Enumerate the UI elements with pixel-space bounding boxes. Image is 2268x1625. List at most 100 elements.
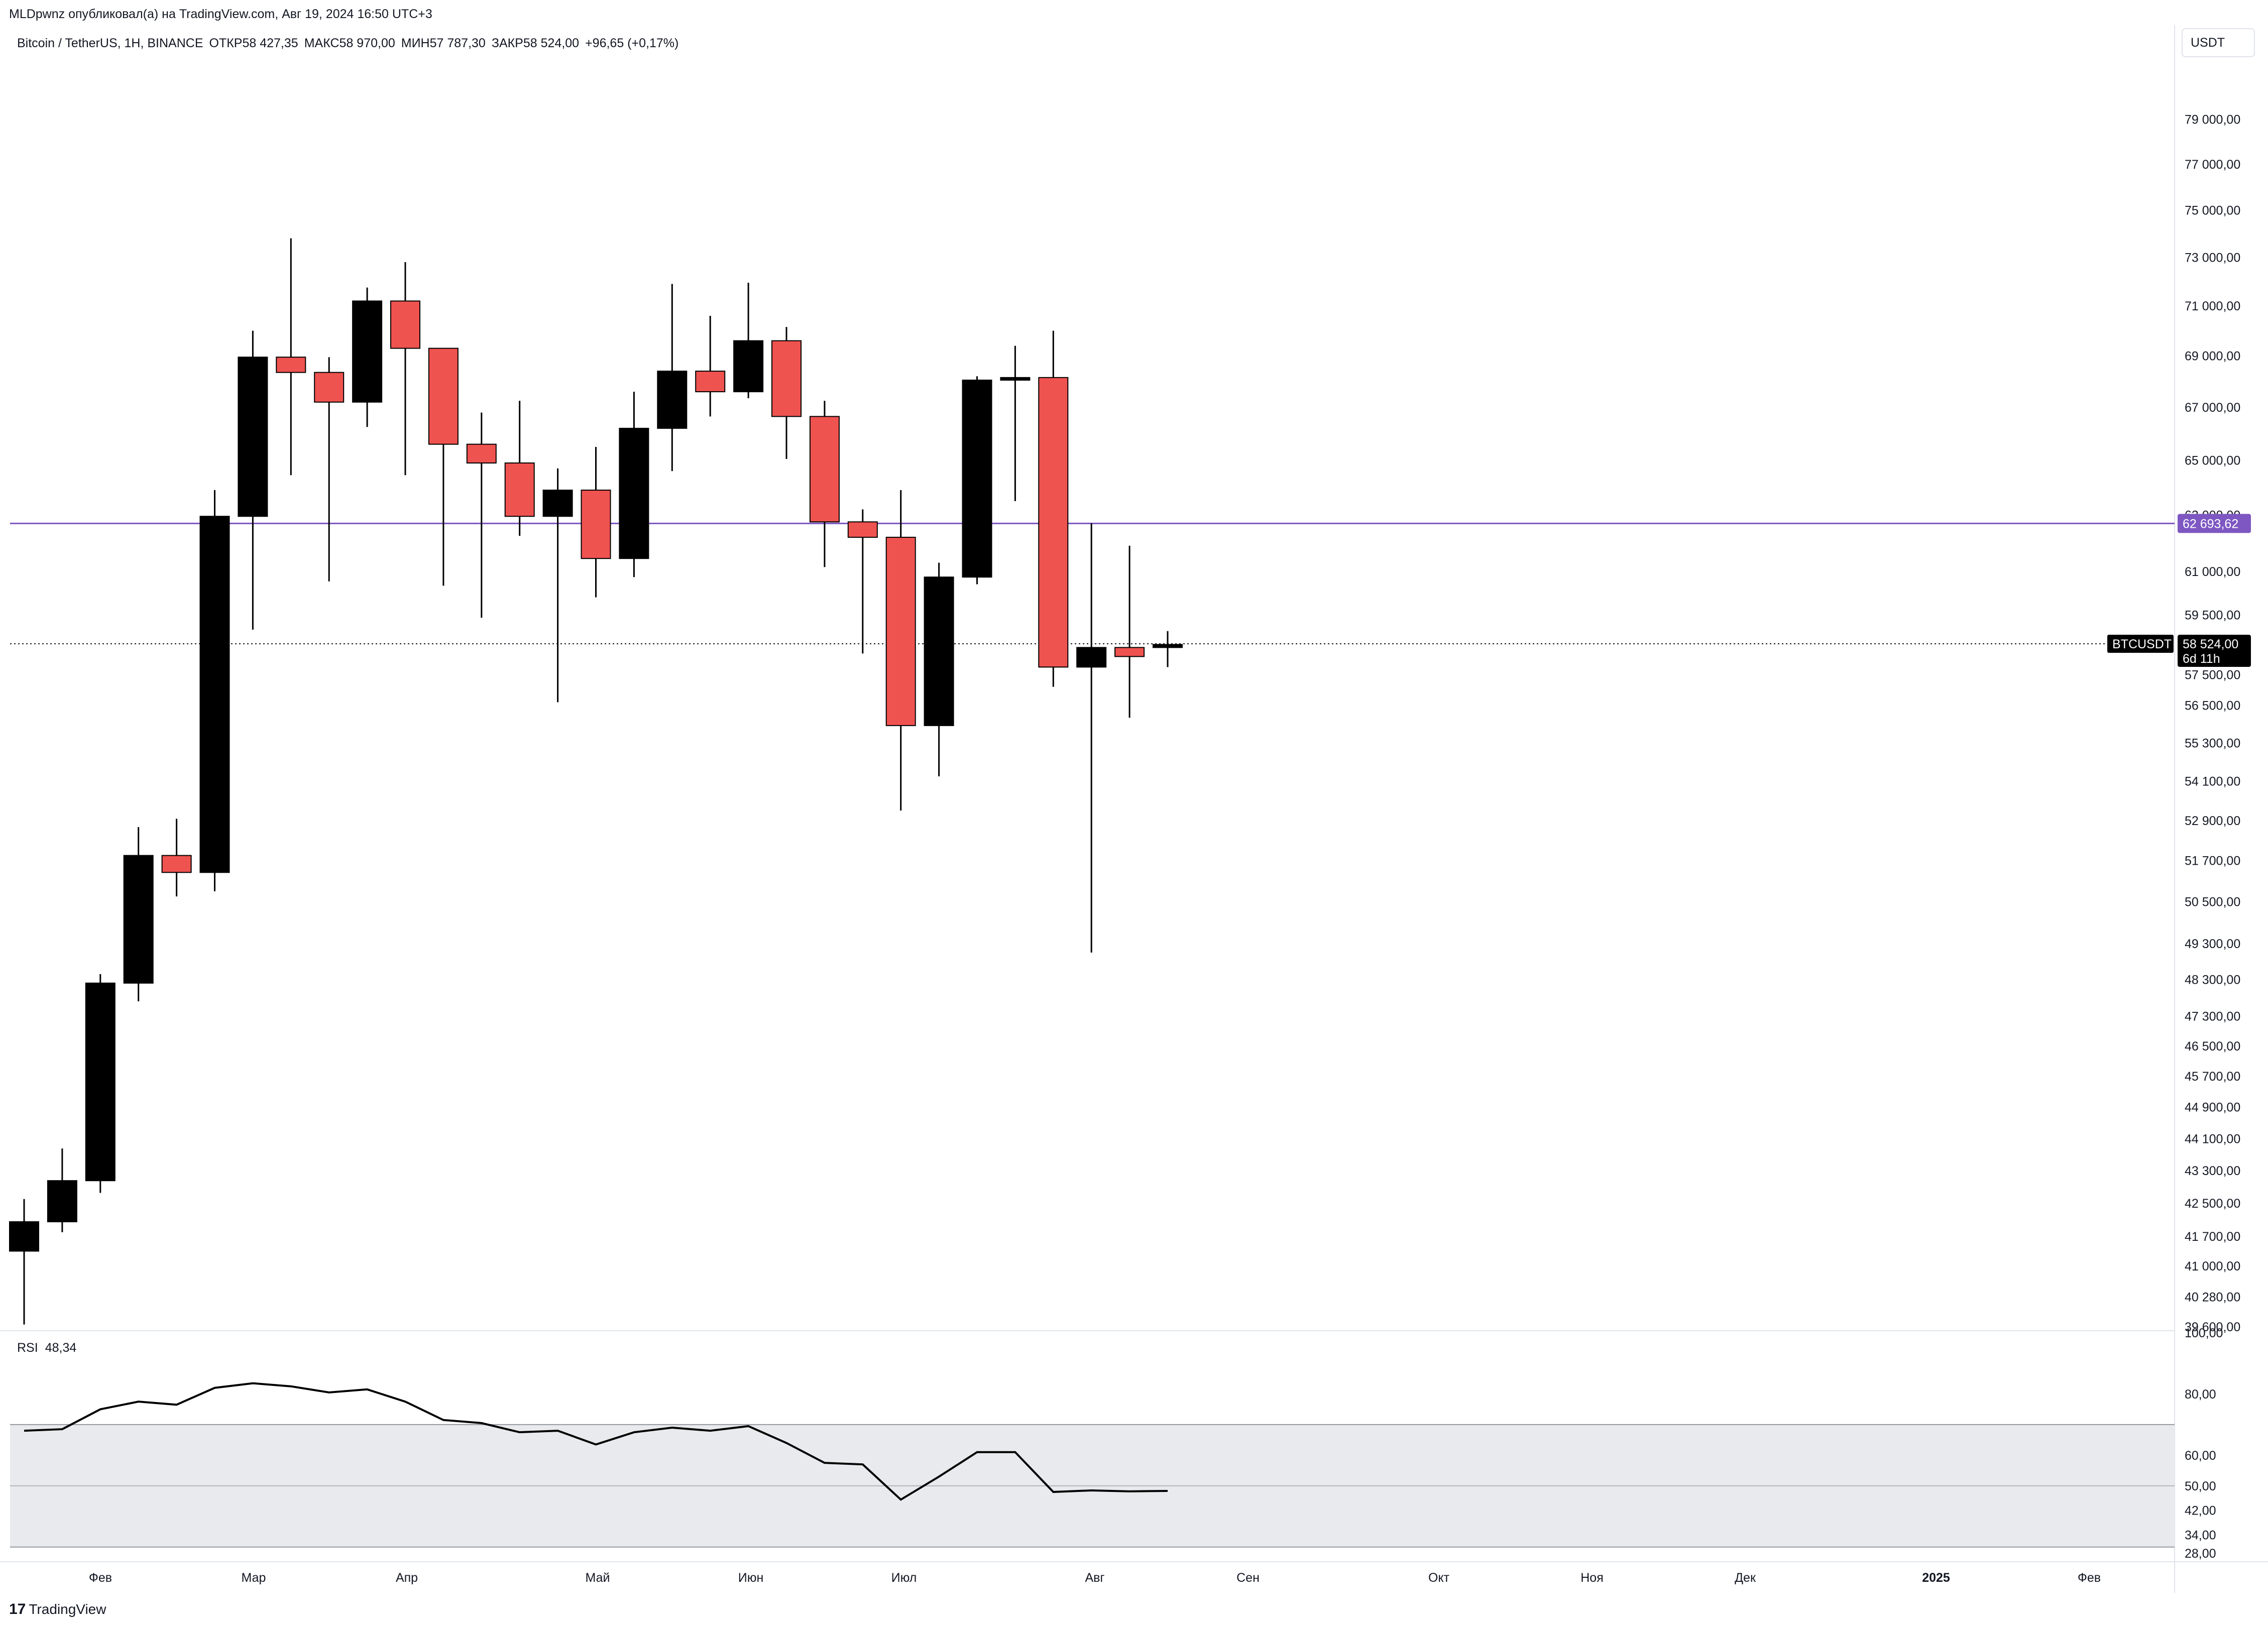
candle-body — [1000, 377, 1031, 381]
price-tick-label: 46 500,00 — [2185, 1039, 2240, 1054]
candle-body — [85, 982, 116, 1182]
rsi-tick-label: 80,00 — [2185, 1387, 2216, 1402]
candle-body — [123, 855, 154, 984]
time-tick-label: Дек — [1735, 1571, 1756, 1585]
currency-selector[interactable]: USDT — [2182, 28, 2255, 57]
price-tick-label: 41 000,00 — [2185, 1259, 2240, 1273]
last-price-pill — [2178, 635, 2251, 667]
candle — [466, 412, 497, 618]
ohlc-change: +96,65 (+0,17%) — [585, 36, 679, 50]
rsi-tick-label: 50,00 — [2185, 1479, 2216, 1493]
last-price-label: 58 524,00 — [2183, 637, 2238, 651]
candle — [314, 357, 345, 582]
candle-body — [619, 427, 649, 559]
ohlc-low: МИН57 787,30 — [401, 36, 486, 50]
price-tick-label: 50 500,00 — [2185, 895, 2240, 909]
time-tick-label: Ноя — [1580, 1571, 1604, 1585]
candle-body — [504, 462, 535, 517]
candle — [161, 819, 192, 897]
price-tick-label: 57 500,00 — [2185, 668, 2240, 682]
price-tick-label: 73 000,00 — [2185, 251, 2240, 265]
candle — [1114, 545, 1145, 718]
time-tick-label: Мар — [242, 1571, 266, 1585]
time-tick-label: Сен — [1236, 1571, 1260, 1585]
candle-body — [1038, 377, 1069, 668]
candle-body — [352, 300, 383, 403]
candle — [657, 284, 688, 472]
candle-body — [1076, 647, 1107, 668]
price-tick-label: 49 300,00 — [2185, 937, 2240, 951]
time-tick-label: Апр — [396, 1571, 418, 1585]
rsi-label[interactable]: RSI — [17, 1341, 38, 1355]
price-tick-label: 47 300,00 — [2185, 1009, 2240, 1023]
candle — [276, 238, 306, 476]
candle — [733, 282, 764, 398]
symbol-legend: Bitcoin / TetherUS, 1H, BINANCE ОТКР58 42… — [17, 36, 685, 51]
price-tick-label: 77 000,00 — [2185, 158, 2240, 172]
candle — [352, 287, 383, 427]
candle — [238, 330, 268, 630]
candle-body — [428, 347, 459, 445]
price-tick-label: 59 500,00 — [2185, 608, 2240, 622]
ohlc-close: ЗАКР58 524,00 — [491, 36, 580, 50]
price-tick-label: 42 500,00 — [2185, 1197, 2240, 1211]
price-tick-label: 39 600,00 — [2185, 1320, 2240, 1334]
time-tick-label: Окт — [1428, 1571, 1450, 1585]
candle — [390, 262, 420, 476]
candle — [771, 327, 802, 459]
candle — [1038, 330, 1069, 687]
candle — [1000, 345, 1031, 501]
candle — [695, 315, 726, 417]
candle-body — [771, 340, 802, 417]
candle — [428, 347, 459, 586]
candle-body — [733, 340, 764, 393]
candle-body — [1114, 647, 1145, 657]
price-tick-label: 71 000,00 — [2185, 299, 2240, 313]
price-tick-label: 55 300,00 — [2185, 736, 2240, 750]
time-tick-label: Май — [586, 1571, 610, 1585]
tradingview-logo-text: TradingView — [29, 1601, 106, 1617]
candle — [9, 1199, 39, 1325]
ohlc-open: ОТКР58 427,35 — [209, 36, 298, 50]
time-tick-label: 2025 — [1922, 1571, 1950, 1585]
candle-body — [47, 1180, 77, 1222]
countdown-label: 6d 11h — [2183, 652, 2220, 666]
symbol-pill-label: BTCUSDT — [2112, 637, 2172, 651]
time-tick-label: Авг — [1085, 1571, 1104, 1585]
rsi-line — [24, 1382, 1168, 1501]
candle — [847, 509, 878, 654]
price-tick-label: 65 000,00 — [2185, 454, 2240, 468]
candle-body — [9, 1221, 39, 1252]
candle — [1076, 523, 1107, 953]
candle-body — [1153, 644, 1183, 648]
candle — [962, 376, 992, 585]
price-tick-label: 44 900,00 — [2185, 1101, 2240, 1115]
candle — [885, 490, 916, 811]
candle — [542, 468, 573, 703]
candle-body — [657, 371, 688, 429]
price-tick-label: 79 000,00 — [2185, 112, 2240, 127]
candle-body — [238, 357, 268, 517]
candle-body — [314, 372, 345, 403]
price-tick-label: 54 100,00 — [2185, 775, 2240, 789]
symbol-name[interactable]: Bitcoin / TetherUS, 1H, BINANCE — [17, 36, 203, 50]
candle-body — [809, 416, 840, 523]
symbol-pill — [2107, 635, 2174, 653]
candle-body — [466, 443, 497, 463]
tradingview-logo-icon: 17 — [9, 1601, 26, 1617]
candle — [85, 974, 116, 1193]
candle — [581, 446, 611, 598]
tradingview-logo[interactable]: 17 TradingView — [9, 1601, 106, 1618]
price-tick-label: 52 900,00 — [2185, 814, 2240, 828]
candle-body — [390, 300, 420, 349]
ohlc-high: МАКС58 970,00 — [304, 36, 395, 50]
time-tick-label: Июл — [891, 1571, 917, 1585]
candle — [1153, 631, 1183, 667]
price-tick-label: 69 000,00 — [2185, 350, 2240, 364]
level-price-pill — [2178, 514, 2251, 533]
price-tick-label: 61 000,00 — [2185, 565, 2240, 579]
price-tick-label: 43 300,00 — [2185, 1164, 2240, 1178]
candle-body — [581, 490, 611, 559]
candle — [199, 490, 230, 891]
